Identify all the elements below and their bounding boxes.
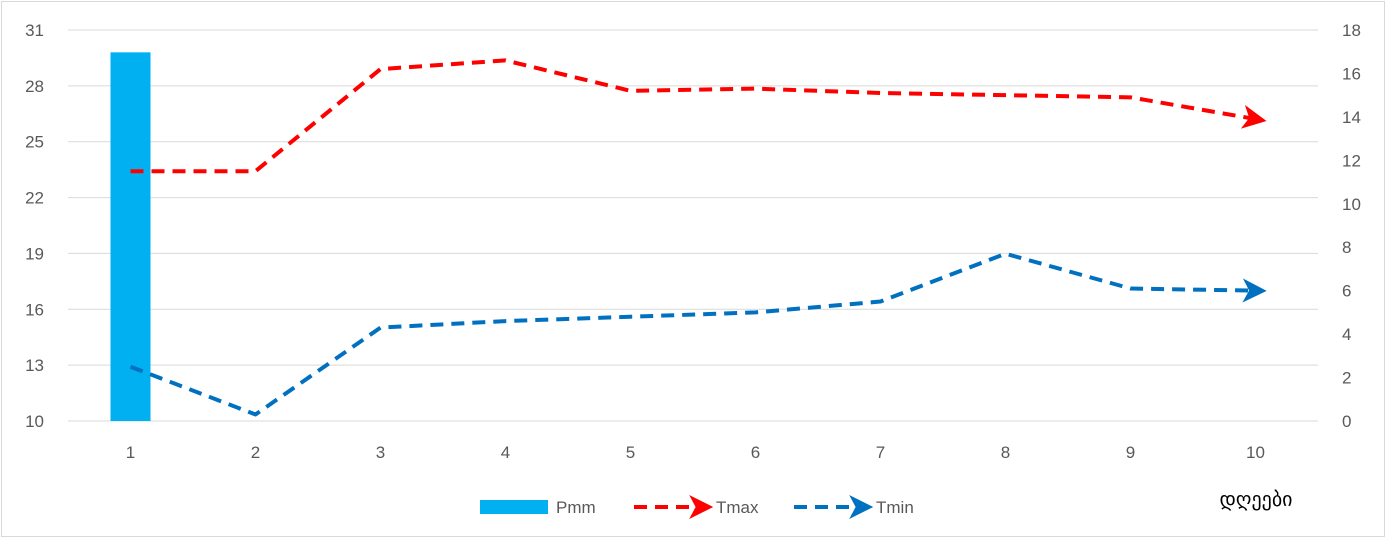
x-tick-label: 3 bbox=[376, 443, 385, 462]
right-y-tick-label: 10 bbox=[1342, 195, 1361, 214]
x-tick-label: 2 bbox=[251, 443, 260, 462]
x-axis: 1 2 3 4 5 6 7 8 9 10 bbox=[126, 443, 1265, 462]
right-y-tick-label: 12 bbox=[1342, 151, 1361, 170]
legend-label-tmax: Tmax bbox=[716, 498, 759, 517]
x-tick-label: 10 bbox=[1246, 443, 1265, 462]
right-y-tick-label: 2 bbox=[1342, 369, 1351, 388]
left-y-tick-label: 19 bbox=[25, 244, 44, 263]
line-series bbox=[129, 58, 1267, 417]
right-y-tick-label: 18 bbox=[1342, 21, 1361, 40]
right-y-axis: 0 2 4 6 8 10 12 14 16 18 bbox=[1342, 21, 1361, 431]
left-y-tick-label: 16 bbox=[25, 300, 44, 319]
x-tick-label: 8 bbox=[1001, 443, 1010, 462]
right-y-tick-label: 16 bbox=[1342, 64, 1361, 83]
left-y-tick-label: 13 bbox=[25, 356, 44, 375]
right-y-tick-label: 4 bbox=[1342, 325, 1351, 344]
legend: Pmm Tmax Tmin bbox=[480, 495, 914, 519]
right-y-tick-label: 8 bbox=[1342, 238, 1351, 257]
right-y-tick-label: 14 bbox=[1342, 108, 1361, 127]
left-y-tick-label: 10 bbox=[25, 412, 44, 431]
line-tmin bbox=[129, 251, 1267, 417]
right-y-tick-label: 6 bbox=[1342, 282, 1351, 301]
bar-pmm bbox=[110, 52, 151, 421]
x-axis-title: დღეები bbox=[1219, 487, 1292, 511]
left-y-tick-label: 28 bbox=[25, 77, 44, 96]
x-tick-label: 7 bbox=[876, 443, 885, 462]
x-tick-label: 9 bbox=[1126, 443, 1135, 462]
legend-label-pmm: Pmm bbox=[556, 498, 596, 517]
left-y-axis: 10 13 16 19 22 25 28 31 bbox=[25, 21, 44, 431]
x-tick-label: 4 bbox=[501, 443, 510, 462]
gridlines bbox=[68, 29, 1318, 422]
x-tick-label: 6 bbox=[751, 443, 760, 462]
line-tmax bbox=[130, 58, 1267, 174]
right-y-tick-label: 0 bbox=[1342, 412, 1351, 431]
legend-swatch-pmm bbox=[480, 500, 548, 514]
legend-label-tmin: Tmin bbox=[876, 498, 914, 517]
x-tick-label: 1 bbox=[126, 443, 135, 462]
x-tick-label: 5 bbox=[626, 443, 635, 462]
left-y-tick-label: 31 bbox=[25, 21, 44, 40]
left-y-tick-label: 25 bbox=[25, 133, 44, 152]
bar-series bbox=[110, 52, 151, 421]
left-y-tick-label: 22 bbox=[25, 189, 44, 208]
